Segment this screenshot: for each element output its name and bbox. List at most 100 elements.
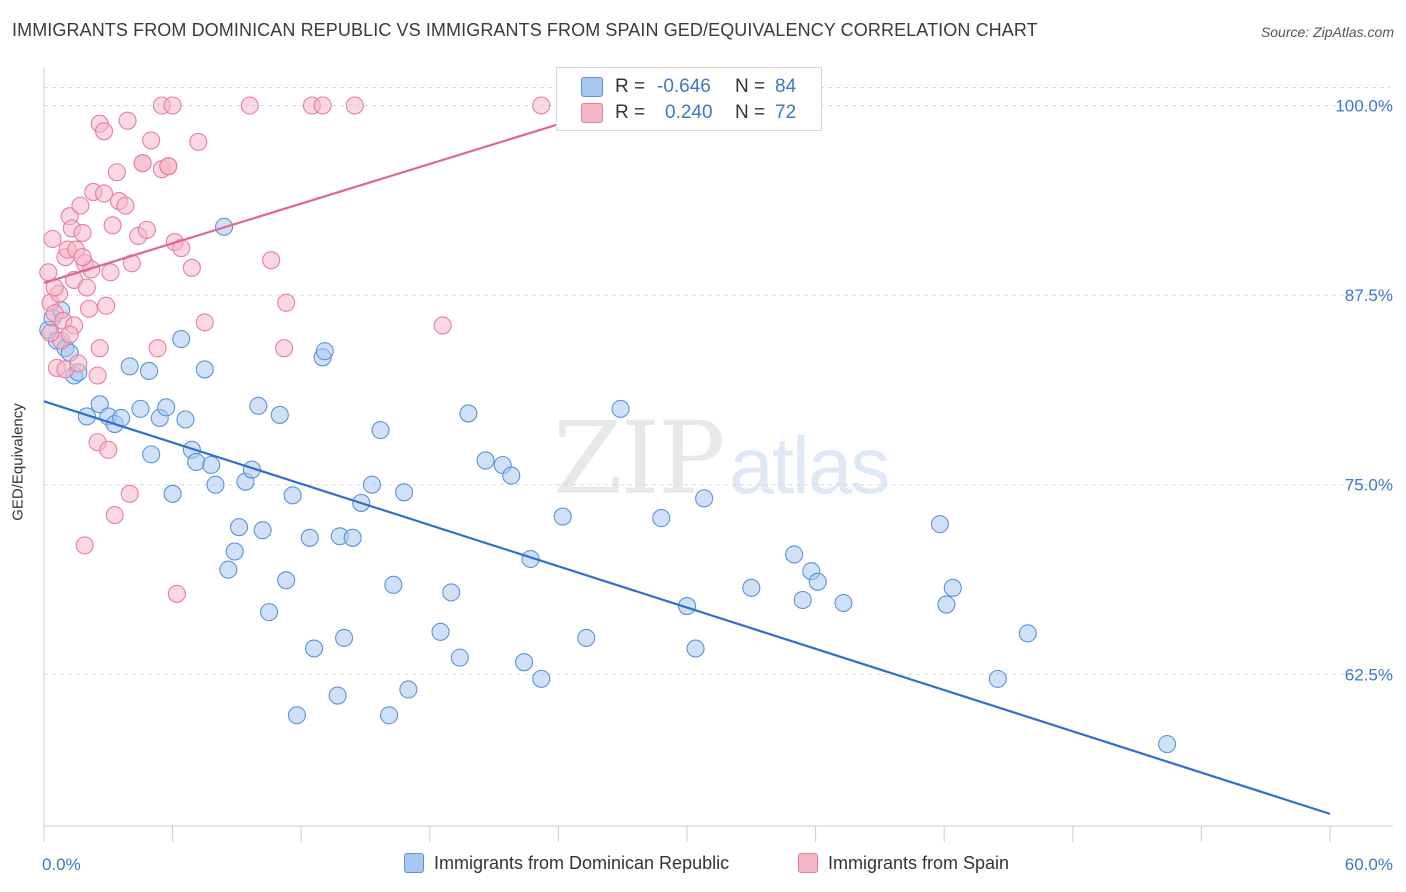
data-point-spain bbox=[182, 258, 201, 277]
r-label: R = bbox=[615, 76, 646, 97]
data-point-dominican bbox=[808, 572, 827, 591]
data-point-dominican bbox=[270, 405, 289, 424]
data-point-dominican bbox=[459, 404, 478, 423]
data-point-dominican bbox=[328, 686, 347, 705]
n-value: 84 bbox=[775, 76, 797, 97]
data-point-dominican bbox=[1018, 624, 1037, 643]
data-point-spain bbox=[433, 316, 452, 335]
data-point-dominican bbox=[611, 399, 630, 418]
data-point-dominican bbox=[834, 593, 853, 613]
data-point-spain bbox=[69, 354, 88, 373]
data-point-dominican bbox=[577, 628, 596, 647]
data-point-dominican bbox=[785, 545, 804, 564]
data-point-spain bbox=[313, 96, 332, 115]
data-point-spain bbox=[73, 223, 92, 242]
data-point-dominican bbox=[139, 361, 159, 381]
data-point-spain bbox=[71, 196, 90, 215]
y-tick-label: 75.0% bbox=[1345, 476, 1393, 495]
data-point-spain bbox=[240, 96, 259, 115]
data-point-spain bbox=[189, 132, 208, 151]
data-point-dominican bbox=[259, 603, 279, 622]
blue-legend-swatch bbox=[404, 853, 424, 873]
trend-line-spain bbox=[43, 116, 581, 285]
data-point-dominican bbox=[652, 509, 671, 528]
x-tick-label: 60.0% bbox=[1345, 855, 1393, 874]
data-point-dominican bbox=[384, 575, 403, 594]
data-point-dominican bbox=[937, 595, 956, 614]
data-point-dominican bbox=[450, 648, 469, 667]
data-point-dominican bbox=[202, 455, 221, 475]
data-point-dominican bbox=[1158, 735, 1177, 754]
data-point-dominican bbox=[120, 357, 139, 376]
y-tick-label: 87.5% bbox=[1345, 286, 1393, 305]
data-point-spain bbox=[60, 325, 79, 344]
data-point-spain bbox=[148, 339, 167, 358]
data-point-dominican bbox=[335, 628, 354, 647]
source-label: Source: ZipAtlas.com bbox=[1260, 24, 1394, 40]
data-point-spain bbox=[107, 163, 126, 182]
stats-row-spain: R = 0.240 N = 72 bbox=[581, 100, 796, 126]
data-point-dominican bbox=[77, 407, 96, 426]
data-point-dominican bbox=[195, 360, 214, 379]
data-point-dominican bbox=[277, 571, 296, 590]
x-tick-label: 0.0% bbox=[42, 855, 81, 874]
y-axis-label: GED/Equivalency bbox=[9, 403, 27, 521]
data-point-dominican bbox=[515, 653, 534, 672]
data-point-spain bbox=[43, 229, 62, 249]
data-point-dominican bbox=[343, 528, 362, 547]
data-point-dominican bbox=[283, 486, 302, 505]
data-point-dominican bbox=[206, 475, 225, 494]
data-point-spain bbox=[345, 96, 364, 115]
data-point-spain bbox=[90, 339, 109, 358]
n-label: N = bbox=[735, 76, 766, 97]
blue-swatch bbox=[581, 77, 603, 97]
data-point-dominican bbox=[142, 445, 161, 464]
data-point-dominican bbox=[157, 398, 176, 417]
data-point-spain bbox=[99, 440, 118, 459]
data-point-dominican bbox=[553, 507, 572, 526]
data-point-dominican bbox=[172, 330, 191, 349]
legend-label-spain: Immigrants from Spain bbox=[828, 852, 1010, 873]
data-point-dominican bbox=[686, 639, 705, 658]
y-tick-label: 62.5% bbox=[1345, 665, 1393, 684]
data-point-spain bbox=[275, 339, 294, 358]
data-point-spain bbox=[118, 111, 137, 130]
trend-line-dominican bbox=[43, 400, 1331, 815]
data-point-dominican bbox=[249, 396, 268, 415]
data-point-spain bbox=[41, 323, 60, 343]
data-point-dominican bbox=[677, 597, 697, 616]
data-point-spain bbox=[73, 248, 92, 267]
legend-item-dominican[interactable]: Immigrants from Dominican Republic bbox=[404, 852, 729, 874]
data-point-spain bbox=[116, 196, 135, 215]
data-point-spain bbox=[88, 366, 107, 385]
data-point-spain bbox=[75, 536, 94, 555]
n-label: N = bbox=[735, 102, 766, 123]
data-point-dominican bbox=[242, 460, 261, 479]
data-point-dominican bbox=[943, 578, 962, 597]
data-point-dominican bbox=[695, 489, 714, 508]
legend-item-spain[interactable]: Immigrants from Spain bbox=[798, 852, 1009, 874]
data-point-dominican bbox=[187, 452, 206, 472]
data-point-spain bbox=[262, 251, 281, 270]
data-point-spain bbox=[532, 96, 551, 115]
data-point-spain bbox=[105, 505, 124, 525]
data-point-spain bbox=[167, 584, 186, 603]
y-tick-label: 100.0% bbox=[1335, 97, 1393, 116]
data-point-spain bbox=[77, 278, 96, 297]
data-point-dominican bbox=[380, 706, 399, 725]
data-point-spain bbox=[163, 96, 182, 115]
r-value: -0.646 bbox=[657, 76, 711, 97]
data-point-dominican bbox=[930, 515, 949, 534]
data-point-spain bbox=[39, 263, 58, 282]
data-point-dominican bbox=[362, 475, 381, 494]
data-point-dominican bbox=[225, 542, 244, 561]
r-value: 0.240 bbox=[665, 102, 713, 123]
pink-legend-swatch bbox=[798, 853, 818, 873]
data-point-spain bbox=[137, 220, 156, 239]
data-point-spain bbox=[101, 263, 120, 282]
data-point-spain bbox=[79, 299, 99, 318]
data-point-dominican bbox=[176, 410, 195, 429]
n-value: 72 bbox=[775, 102, 797, 123]
data-point-dominican bbox=[315, 342, 334, 361]
